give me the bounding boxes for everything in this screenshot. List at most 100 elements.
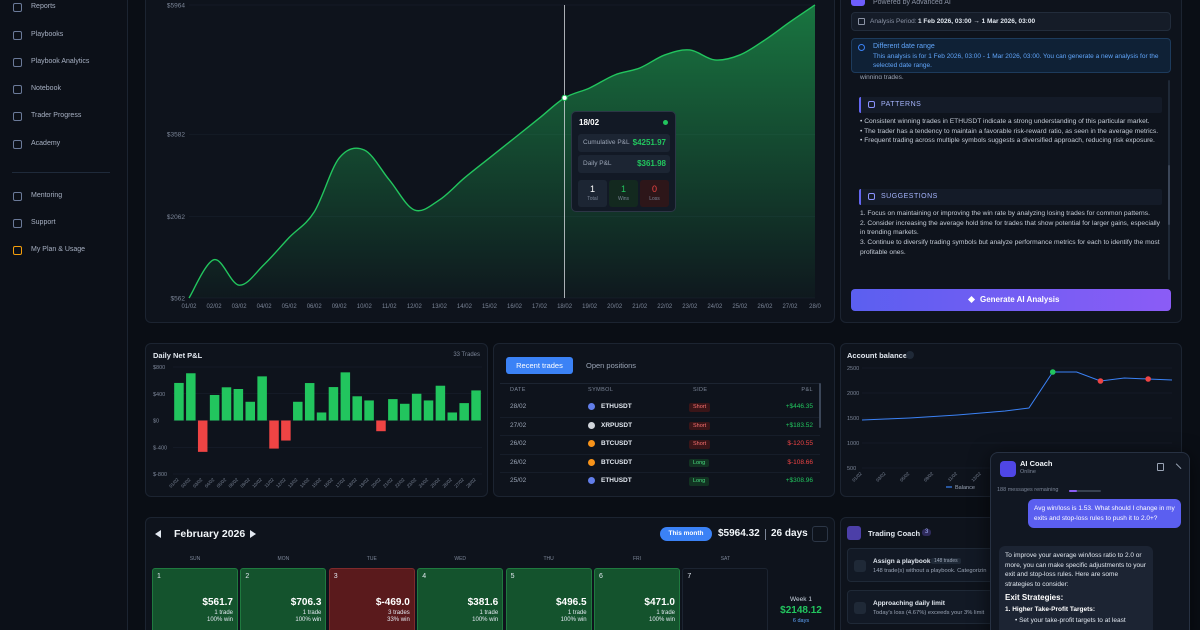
prev-arrow[interactable] — [155, 530, 161, 538]
this-month-badge[interactable]: This month — [660, 527, 712, 541]
tooltip-stat: 0 Loss — [640, 180, 669, 207]
week-label: Week 1 — [790, 596, 812, 603]
calendar-icon — [858, 18, 865, 25]
coach-icon — [847, 526, 861, 540]
x-tick-label: 06/02 — [307, 304, 323, 310]
bar — [352, 396, 362, 421]
day-trades: 1 trade — [214, 610, 233, 616]
nav-icon[interactable] — [13, 85, 22, 94]
item-title: Approaching daily limit — [873, 600, 945, 607]
x-tick-label: 15/02 — [311, 477, 323, 489]
x-tick-label: 19/02 — [358, 477, 370, 489]
day-number: 7 — [687, 573, 692, 580]
day-number: 4 — [422, 573, 427, 580]
section-line: • Frequent trading across multiple symbo… — [860, 137, 1155, 145]
nav-item[interactable]: Mentoring — [31, 192, 63, 199]
row-divider — [500, 435, 820, 437]
bar — [293, 401, 303, 421]
day-winrate: 100% win — [648, 617, 675, 623]
nav-icon[interactable] — [13, 140, 22, 149]
cell-symbol: BTCUSDT — [601, 440, 633, 448]
nav-icon[interactable] — [13, 246, 22, 255]
nav-icon[interactable] — [13, 192, 22, 201]
tab-active[interactable]: Recent trades — [506, 357, 573, 374]
row-divider — [500, 416, 820, 418]
day-cell[interactable]: 4 $381.6 1 trade 100% win — [417, 568, 504, 630]
nav-icon[interactable] — [13, 31, 22, 40]
bar — [340, 372, 351, 421]
nav-item[interactable]: Notebook — [31, 85, 61, 92]
x-tick-label: 18/02 — [346, 477, 358, 489]
nav-item[interactable]: Trader Progress — [31, 112, 82, 119]
bar — [364, 400, 374, 421]
assistant-message: To improve your average win/loss ratio t… — [999, 546, 1153, 630]
close-button[interactable] — [1171, 463, 1182, 474]
day-number: 6 — [599, 573, 603, 580]
x-tick-label: 14/02 — [299, 477, 311, 489]
reply-sub: • Set your take-profit targets to at lea… — [1015, 617, 1126, 625]
bar — [257, 376, 267, 421]
day-winrate: 33% win — [387, 617, 410, 623]
share-button[interactable] — [812, 526, 828, 542]
x-tick-label: 10/02 — [251, 477, 263, 489]
x-tick-label: 11/02 — [947, 471, 959, 483]
x-tick-label: 01/02 — [181, 304, 197, 310]
day-cell[interactable]: 2 $706.3 1 trade 100% win — [240, 568, 327, 630]
chart-subtitle: 33 Trades — [453, 352, 480, 358]
nav-item[interactable]: Playbook Analytics — [31, 58, 90, 65]
tooltip-stat: 1 Wins — [609, 180, 638, 207]
nav-item[interactable]: Support — [31, 219, 56, 226]
tooltip-row: Cumulative P&L $4251.97 — [578, 134, 670, 152]
day-trades: 1 trade — [567, 610, 587, 616]
nav-item[interactable]: Academy — [31, 140, 61, 147]
side-badge: Long — [689, 477, 710, 486]
y-tick-label: $0 — [153, 419, 159, 425]
x-tick-label: 05/02 — [216, 477, 228, 489]
x-tick-label: 23/02 — [682, 304, 698, 310]
bar — [197, 420, 208, 452]
generate-button[interactable]: Generate AI Analysis — [851, 289, 1171, 311]
nav-item[interactable]: My Plan & Usage — [31, 246, 86, 253]
legend-label: Balance — [955, 485, 975, 491]
nav-item[interactable]: Reports — [31, 3, 56, 10]
tab[interactable]: Open positions — [586, 361, 637, 370]
bar — [174, 382, 184, 421]
day-cell[interactable]: 3 $-469.0 3 trades 33% win — [328, 568, 415, 630]
x-tick-label: 22/02 — [394, 477, 406, 489]
x-tick-label: 11/02 — [263, 477, 275, 489]
section-body: 1. Focus on maintaining or improving the… — [860, 209, 1160, 258]
balance-marker — [1097, 378, 1104, 384]
nav-icon[interactable] — [13, 219, 22, 228]
x-tick-label: 12/02 — [407, 304, 423, 310]
day-winrate: 100% win — [295, 617, 322, 623]
side-badge: Short — [689, 440, 711, 449]
weekday: SAT — [720, 556, 731, 562]
period-box: Analysis Period: 1 Feb 2026, 03:00 → 1 Ma… — [851, 12, 1171, 31]
nav-icon[interactable] — [13, 58, 22, 67]
day-cell[interactable]: 7 — [682, 568, 769, 630]
day-cell[interactable]: 6 $471.0 1 trade 100% win — [594, 568, 680, 630]
cell-pnl: $-120.55 — [787, 440, 813, 448]
x-tick-label: 21/02 — [632, 304, 648, 310]
nav-icon[interactable] — [13, 3, 22, 12]
day-cell[interactable]: 1 $561.7 1 trade 100% win — [152, 568, 238, 630]
ai-powered: Powered by Advanced AI — [873, 0, 951, 6]
day-number: 1 — [157, 573, 161, 580]
nav-item[interactable]: Playbooks — [31, 31, 64, 38]
stat-value: 0 — [651, 184, 657, 194]
header-divider — [500, 383, 820, 384]
weekday: THU — [543, 556, 554, 562]
side-badge: Short — [689, 403, 711, 412]
y-tick-label: $3582 — [167, 132, 185, 139]
remaining-fill — [1069, 490, 1077, 492]
bar — [459, 403, 469, 421]
delete-button[interactable] — [1157, 463, 1164, 471]
month-days: 26 days — [771, 528, 808, 539]
next-arrow[interactable] — [250, 530, 256, 538]
x-tick-label: 01/02 — [168, 477, 180, 489]
nav-icon[interactable] — [13, 112, 22, 121]
x-tick-label: 09/02 — [923, 471, 935, 483]
bar — [399, 403, 410, 421]
day-cell[interactable]: 5 $496.5 1 trade 100% win — [505, 568, 592, 630]
